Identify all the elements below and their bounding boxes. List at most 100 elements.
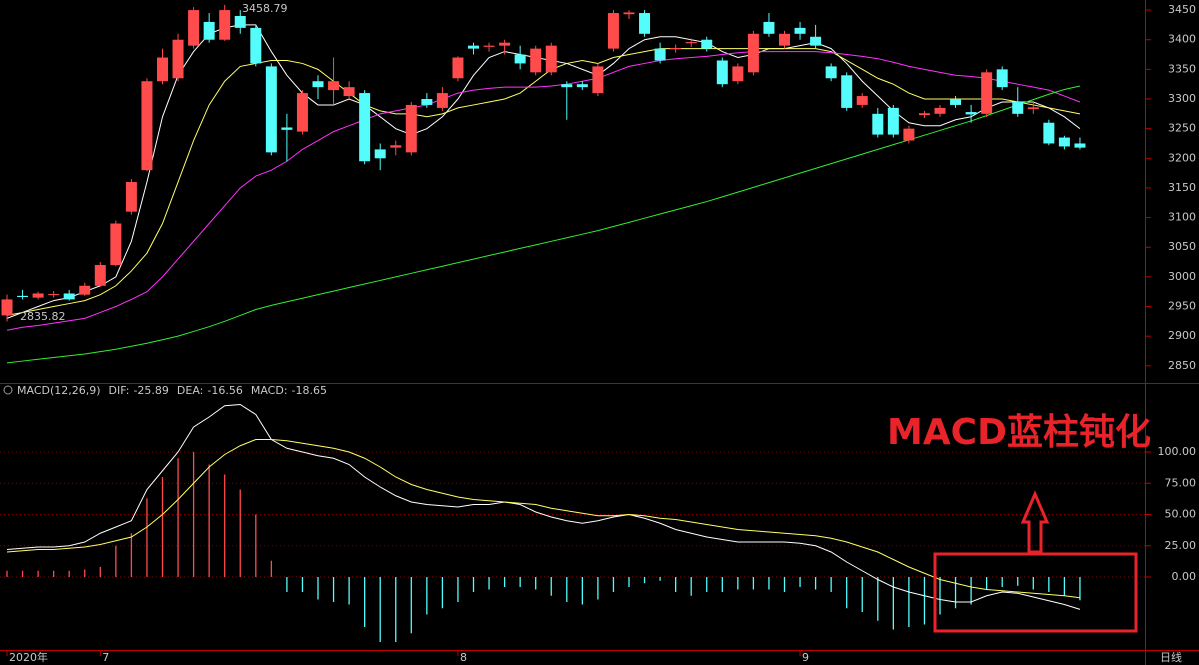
candle-body bbox=[48, 294, 60, 296]
y-tick-label: 25.00 bbox=[1165, 539, 1197, 552]
indicator-title: MACD(12,26,9) bbox=[17, 384, 101, 397]
candle-body bbox=[265, 66, 277, 153]
candle-body bbox=[1058, 137, 1070, 147]
candle-body bbox=[452, 57, 464, 79]
candle-body bbox=[250, 27, 262, 64]
candle-body bbox=[405, 104, 417, 153]
y-tick-label: 100.00 bbox=[1158, 445, 1197, 458]
candle-body bbox=[592, 66, 604, 94]
x-tick-label: 9 bbox=[802, 651, 809, 664]
legend-label: DEA: bbox=[177, 384, 203, 397]
candle-body bbox=[79, 285, 91, 295]
candle-body bbox=[903, 128, 915, 141]
candle-body bbox=[1074, 143, 1086, 148]
y-tick-label: 2900 bbox=[1168, 329, 1196, 342]
candle-body bbox=[561, 84, 573, 88]
candle-body bbox=[841, 75, 853, 108]
y-tick-label: 3100 bbox=[1168, 211, 1196, 224]
ma-line bbox=[6, 85, 1081, 364]
candle-body bbox=[950, 99, 962, 105]
candle-body bbox=[281, 127, 293, 130]
candle-body bbox=[856, 96, 868, 105]
ma-line bbox=[6, 24, 1081, 319]
candle-body bbox=[545, 45, 557, 73]
candle-body bbox=[172, 39, 184, 79]
candle-body bbox=[203, 21, 215, 40]
candle-body bbox=[996, 69, 1008, 88]
y-tick-label: 2950 bbox=[1168, 300, 1196, 313]
candle-body bbox=[607, 13, 619, 49]
candle-body bbox=[887, 107, 899, 135]
arrow bbox=[1020, 490, 1050, 554]
y-tick-label: 3050 bbox=[1168, 240, 1196, 253]
legend-label: MACD: bbox=[251, 384, 288, 397]
legend-value: -16.56 bbox=[207, 384, 242, 397]
candle-body bbox=[623, 12, 635, 15]
candle-body bbox=[747, 33, 759, 73]
y-tick-label: 3450 bbox=[1168, 3, 1196, 16]
x-tick-label: 7 bbox=[102, 651, 109, 664]
candle-body bbox=[1, 299, 13, 316]
candle-body bbox=[374, 149, 386, 159]
x-tick-label: 2020年 bbox=[9, 650, 48, 664]
candle-body bbox=[934, 107, 946, 114]
candle-body bbox=[32, 293, 44, 298]
candle-body bbox=[918, 113, 930, 116]
y-tick-label: 75.00 bbox=[1165, 476, 1197, 489]
candle-body bbox=[343, 87, 355, 97]
legend-value: -25.89 bbox=[133, 384, 168, 397]
candle-body bbox=[468, 45, 479, 49]
candle-body bbox=[296, 93, 308, 132]
candle-body bbox=[188, 10, 200, 46]
y-tick-label: 3250 bbox=[1168, 122, 1196, 135]
candle-body bbox=[872, 113, 884, 135]
candle-body bbox=[328, 81, 340, 91]
ma-line bbox=[6, 48, 1081, 316]
candle-body bbox=[499, 42, 511, 46]
candle-body bbox=[125, 182, 137, 212]
candle-body bbox=[421, 99, 433, 105]
candle-body bbox=[701, 39, 713, 49]
candle-body bbox=[63, 293, 75, 300]
candle-body bbox=[1027, 107, 1039, 110]
legend-value: -18.65 bbox=[292, 384, 327, 397]
y-tick-label: 3350 bbox=[1168, 62, 1196, 75]
y-tick-label: 0.00 bbox=[1172, 570, 1197, 583]
max-label: 3458.79 bbox=[242, 2, 288, 15]
candle-body bbox=[17, 295, 29, 298]
candle-body bbox=[794, 27, 806, 34]
candle-body bbox=[530, 48, 542, 73]
candle-body bbox=[763, 21, 775, 34]
y-tick-label: 3200 bbox=[1168, 151, 1196, 164]
candle-body bbox=[312, 81, 324, 88]
candle-body bbox=[716, 60, 728, 85]
min-label: 2835.82 bbox=[20, 310, 66, 323]
candle-body bbox=[965, 112, 977, 115]
candle-body bbox=[825, 66, 837, 79]
candle-body bbox=[157, 57, 168, 82]
candle-body bbox=[483, 45, 495, 47]
candle-body bbox=[1012, 101, 1024, 114]
candle-body bbox=[779, 33, 790, 46]
highlight-box bbox=[933, 552, 1138, 633]
candle-body bbox=[390, 145, 402, 148]
candle-body bbox=[436, 93, 448, 108]
indicator-icon bbox=[3, 385, 13, 395]
candle-body bbox=[576, 84, 588, 88]
macd-line bbox=[6, 439, 1081, 599]
candle-body bbox=[359, 93, 371, 162]
legend-label: DIF: bbox=[109, 384, 130, 397]
candle-body bbox=[639, 13, 651, 34]
candle-body bbox=[981, 72, 993, 114]
y-tick-label: 3000 bbox=[1168, 270, 1196, 283]
ma-line bbox=[6, 51, 1081, 331]
y-tick-label: 3300 bbox=[1168, 92, 1196, 105]
plot: 2850 2900 2950 3000 3050 3100 3150 3200 3250 3300… bbox=[0, 3, 1196, 664]
annotation: MACD蓝柱钝化 bbox=[887, 412, 1151, 453]
y-tick-label: 3400 bbox=[1168, 33, 1196, 46]
y-tick-label: 2850 bbox=[1168, 359, 1196, 372]
candle-body bbox=[110, 223, 122, 266]
candle-body bbox=[685, 42, 697, 44]
